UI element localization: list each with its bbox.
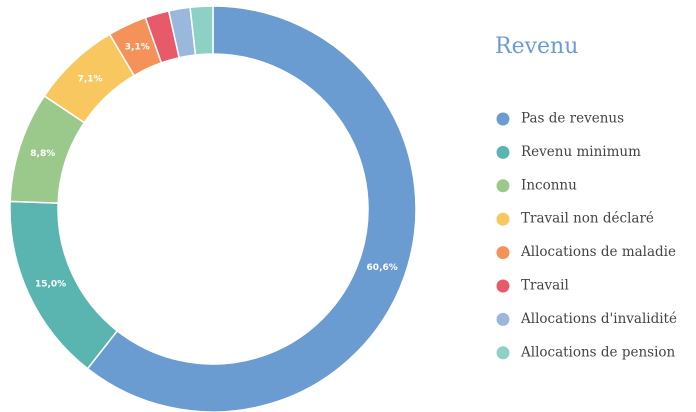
slice <box>189 5 214 56</box>
legend-swatch <box>496 312 510 326</box>
legend-label: Inconnu <box>521 177 577 193</box>
legend-label: Revenu minimum <box>521 144 641 160</box>
data-label: 15,0% <box>35 280 66 290</box>
chart-title: Revenu <box>495 34 578 59</box>
legend-label: Allocations d'invalidité <box>520 311 677 327</box>
data-label: 3,1% <box>125 42 150 52</box>
legend-swatch <box>496 179 510 193</box>
legend-label: Allocations de pension <box>520 344 676 360</box>
legend-label: Travail non déclaré <box>521 211 654 227</box>
legend-swatch <box>496 279 510 293</box>
legend-swatch <box>496 145 510 159</box>
data-label: 8,8% <box>30 149 55 159</box>
data-label: 7,1% <box>78 74 103 84</box>
slice <box>86 5 417 412</box>
legend-swatch <box>496 346 510 360</box>
legend-swatch <box>496 112 510 126</box>
legend-label: Allocations de maladie <box>520 244 676 260</box>
legend-swatch <box>496 212 510 226</box>
data-label: 60,6% <box>367 263 398 273</box>
legend-swatch <box>496 246 510 260</box>
legend-label: Pas de revenus <box>521 111 624 127</box>
legend-label: Travail <box>521 278 569 294</box>
